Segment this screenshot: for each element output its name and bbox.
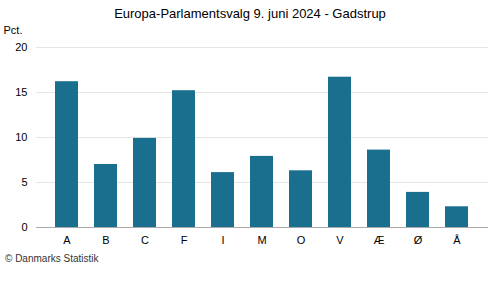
svg-text:Pct.: Pct. bbox=[4, 24, 23, 36]
svg-text:V: V bbox=[336, 234, 344, 246]
svg-text:20: 20 bbox=[15, 41, 27, 53]
svg-text:M: M bbox=[257, 234, 266, 246]
svg-text:5: 5 bbox=[21, 176, 27, 188]
svg-text:10: 10 bbox=[15, 131, 27, 143]
svg-text:A: A bbox=[63, 234, 71, 246]
html-text:Europa-Parlamentsvalg 9. juni: Europa-Parlamentsvalg 9. juni 2024 - Gad… bbox=[114, 6, 386, 21]
svg-text:0: 0 bbox=[21, 221, 27, 233]
svg-text:Å: Å bbox=[453, 234, 461, 246]
svg-text:B: B bbox=[102, 234, 109, 246]
svg-text:F: F bbox=[181, 234, 188, 246]
svg-text:O: O bbox=[297, 234, 306, 246]
svg-text:C: C bbox=[141, 234, 149, 246]
svg-text:Æ: Æ bbox=[374, 234, 385, 246]
svg-text:Ø: Ø bbox=[414, 234, 423, 246]
svg-text:15: 15 bbox=[15, 86, 27, 98]
svg-text:I: I bbox=[221, 234, 224, 246]
html-text:© Danmarks Statistik: © Danmarks Statistik bbox=[5, 253, 99, 264]
